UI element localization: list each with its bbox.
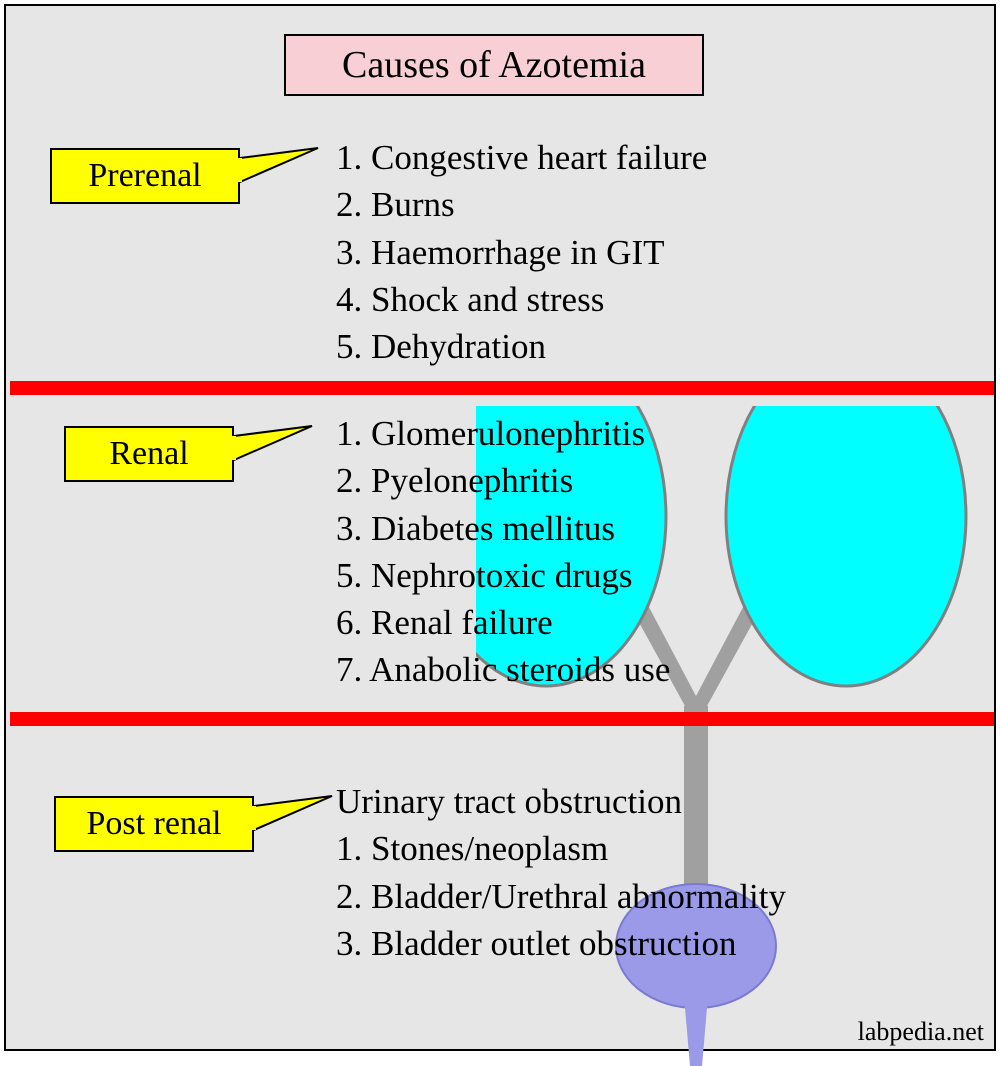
title-box: Causes of Azotemia	[284, 34, 704, 96]
list-line: 3. Bladder outlet obstruction	[336, 920, 786, 967]
list-line: 5. Dehydration	[336, 323, 707, 370]
list-line: 4. Shock and stress	[336, 276, 707, 323]
callout-renal: Renal	[64, 426, 324, 496]
diagram-frame: Causes of Azotemia Prerenal 1. Congestiv…	[4, 4, 996, 1051]
list-line: 1. Congestive heart failure	[336, 134, 707, 181]
list-renal: 1. Glomerulonephritis 2. Pyelonephritis …	[336, 410, 670, 694]
list-line: 2. Bladder/Urethral abnormality	[336, 873, 786, 920]
list-line: 6. Renal failure	[336, 599, 670, 646]
callout-postrenal: Post renal	[54, 796, 334, 866]
callout-prerenal-label: Prerenal	[88, 157, 201, 195]
separator-2	[10, 712, 994, 726]
list-prerenal: 1. Congestive heart failure 2. Burns 3. …	[336, 134, 707, 370]
callout-renal-pointer	[232, 424, 318, 464]
list-line: 5. Nephrotoxic drugs	[336, 552, 670, 599]
callout-prerenal-pointer	[238, 146, 324, 186]
callout-postrenal-pointer	[252, 794, 338, 834]
separator-1	[10, 381, 994, 395]
callout-renal-label: Renal	[109, 435, 188, 473]
list-postrenal: Urinary tract obstruction 1. Stones/neop…	[336, 778, 786, 967]
list-line: 2. Pyelonephritis	[336, 457, 670, 504]
list-line: 2. Burns	[336, 181, 707, 228]
list-line: 7. Anabolic steroids use	[336, 646, 670, 693]
list-line: 1. Stones/neoplasm	[336, 825, 786, 872]
list-line: 3. Haemorrhage in GIT	[336, 229, 707, 276]
watermark: labpedia.net	[858, 1017, 984, 1047]
list-heading: Urinary tract obstruction	[336, 778, 786, 825]
list-line: 3. Diabetes mellitus	[336, 505, 670, 552]
callout-postrenal-label: Post renal	[86, 805, 221, 843]
callout-prerenal: Prerenal	[50, 148, 310, 218]
title-text: Causes of Azotemia	[342, 43, 646, 87]
list-line: 1. Glomerulonephritis	[336, 410, 670, 457]
